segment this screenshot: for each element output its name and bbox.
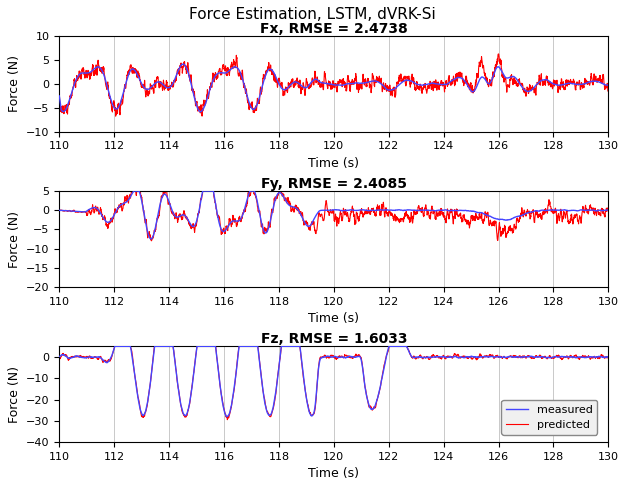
Title: Fz, RMSE = 1.6033: Fz, RMSE = 1.6033 — [261, 332, 407, 347]
predicted — [290, 83, 298, 88]
Line: predicted: predicted — [59, 191, 608, 241]
Line: predicted: predicted — [59, 347, 608, 420]
predicted — [56, 355, 63, 361]
predicted — [594, 206, 602, 212]
predicted — [56, 92, 63, 98]
Y-axis label: Force (N): Force (N) — [7, 366, 21, 423]
measured — [151, 227, 158, 233]
measured — [605, 82, 612, 87]
Y-axis label: Force (N): Force (N) — [7, 55, 21, 112]
measured — [56, 93, 63, 99]
measured — [594, 207, 602, 213]
predicted — [290, 209, 298, 215]
predicted — [535, 76, 542, 82]
predicted — [148, 238, 155, 244]
measured — [535, 80, 542, 86]
predicted — [266, 413, 274, 419]
predicted — [495, 51, 502, 57]
measured — [151, 344, 158, 349]
measured — [147, 236, 155, 242]
measured — [118, 201, 125, 207]
measured — [266, 66, 274, 72]
Title: Fy, RMSE = 2.4085: Fy, RMSE = 2.4085 — [261, 177, 407, 191]
predicted — [266, 224, 274, 230]
predicted — [594, 355, 602, 360]
predicted — [266, 68, 274, 74]
predicted — [112, 113, 119, 119]
X-axis label: Time (s): Time (s) — [308, 312, 359, 325]
predicted — [535, 214, 542, 219]
predicted — [111, 344, 119, 349]
measured — [223, 414, 230, 420]
predicted — [151, 344, 158, 349]
measured — [266, 412, 274, 418]
Text: Force Estimation, LSTM, dVRK-Si: Force Estimation, LSTM, dVRK-Si — [188, 7, 436, 22]
measured — [605, 354, 612, 360]
predicted — [119, 97, 126, 103]
predicted — [290, 344, 298, 349]
measured — [535, 354, 542, 359]
measured — [290, 344, 298, 349]
measured — [111, 344, 119, 349]
measured — [266, 218, 274, 224]
measured — [180, 61, 187, 67]
measured — [56, 354, 63, 359]
measured — [594, 354, 602, 360]
Line: measured: measured — [59, 347, 608, 417]
predicted — [151, 78, 158, 84]
measured — [290, 79, 298, 85]
predicted — [605, 354, 612, 359]
measured — [119, 344, 126, 349]
measured — [130, 188, 137, 194]
predicted — [151, 228, 158, 233]
measured — [535, 208, 542, 214]
X-axis label: Time (s): Time (s) — [308, 467, 359, 478]
predicted — [119, 344, 126, 349]
measured — [118, 95, 125, 101]
X-axis label: Time (s): Time (s) — [308, 157, 359, 170]
predicted — [223, 417, 231, 423]
Legend: measured, predicted: measured, predicted — [502, 400, 597, 435]
Line: measured: measured — [59, 191, 608, 239]
predicted — [128, 188, 135, 194]
predicted — [118, 207, 125, 213]
measured — [594, 79, 602, 85]
Line: measured: measured — [59, 64, 608, 112]
Title: Fx, RMSE = 2.4738: Fx, RMSE = 2.4738 — [260, 22, 407, 36]
Line: predicted: predicted — [59, 54, 608, 116]
measured — [605, 207, 612, 213]
measured — [151, 81, 158, 87]
measured — [290, 204, 298, 210]
predicted — [535, 354, 542, 359]
measured — [56, 207, 63, 213]
predicted — [605, 206, 612, 212]
predicted — [605, 87, 612, 92]
predicted — [594, 76, 602, 82]
predicted — [56, 208, 63, 214]
Y-axis label: Force (N): Force (N) — [7, 210, 21, 268]
measured — [197, 109, 205, 115]
